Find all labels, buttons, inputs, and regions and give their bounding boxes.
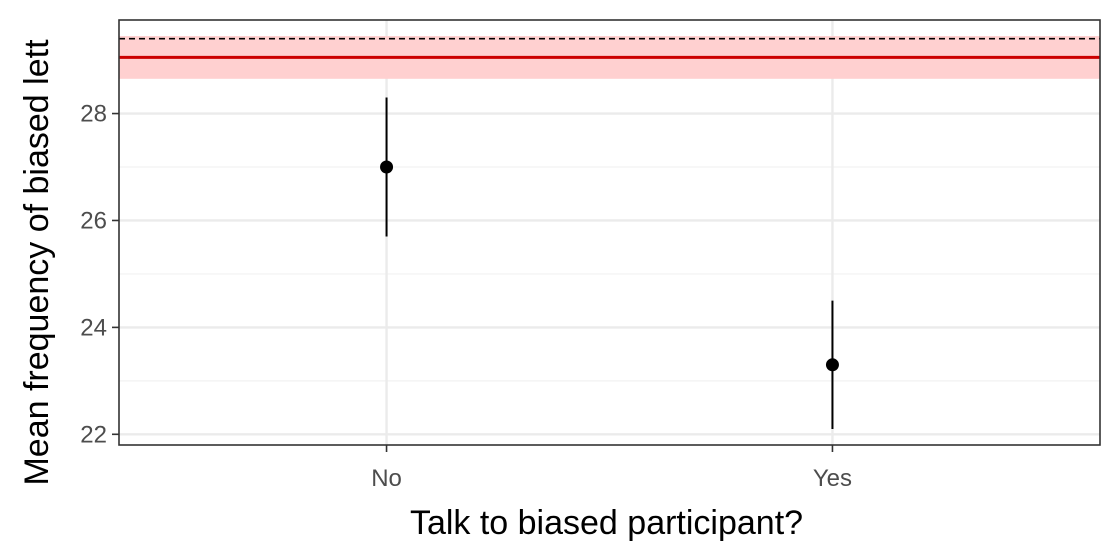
data-point: [825, 358, 839, 372]
x-axis-title: Talk to biased participant?: [410, 504, 803, 542]
data-marks: [380, 97, 839, 429]
x-tick-label: Yes: [813, 465, 852, 492]
axis-ticks: 22 24 26 28 No Yes: [80, 101, 852, 492]
x-tick-label: No: [371, 465, 402, 492]
y-tick-label: 22: [80, 421, 107, 448]
y-tick-label: 24: [80, 314, 107, 341]
reference-layer: [119, 36, 1100, 79]
y-tick-label: 28: [80, 101, 107, 128]
y-tick-label: 26: [80, 207, 107, 234]
panel-border: [118, 19, 1101, 446]
data-point: [380, 160, 394, 174]
y-axis-title: Mean frequency of biased lett: [18, 39, 56, 486]
